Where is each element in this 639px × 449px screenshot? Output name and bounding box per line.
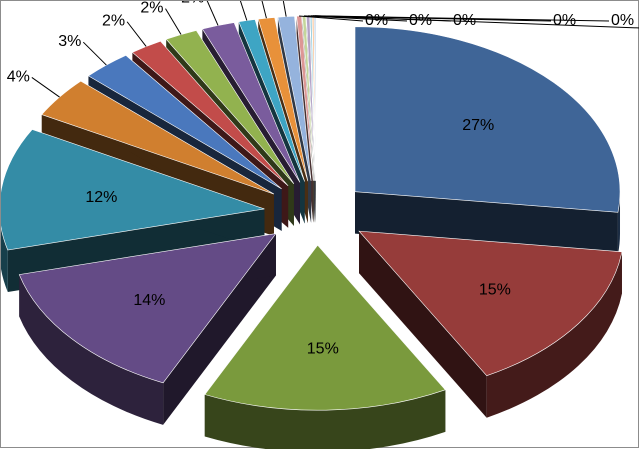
leader-line-9	[165, 9, 181, 35]
slice-label-6: 4%	[7, 68, 30, 85]
slice-label-10: 2%	[181, 1, 204, 7]
slice-label-15: 0%	[409, 12, 432, 29]
slice-label-2: 15%	[479, 282, 511, 299]
slice-label-9: 2%	[140, 1, 163, 17]
slice-label-5: 12%	[85, 189, 117, 206]
leader-line-11	[238, 1, 247, 21]
leader-line-13	[281, 1, 286, 17]
leader-line-8	[127, 22, 146, 47]
leader-line-12	[259, 1, 266, 18]
slice-label-4: 14%	[133, 292, 165, 309]
slice-label-18: 0%	[611, 12, 634, 29]
slice-label-8: 2%	[102, 13, 125, 30]
slice-label-14: 0%	[365, 12, 388, 29]
leader-line-7	[83, 42, 106, 65]
slice-label-17: 0%	[553, 12, 576, 29]
leader-line-10	[206, 1, 218, 25]
slice-label-1: 27%	[462, 117, 494, 134]
slice-label-16: 0%	[453, 12, 476, 29]
slice-label-7: 3%	[58, 33, 81, 50]
leader-line-6	[32, 77, 60, 97]
slice-label-3: 15%	[307, 340, 339, 357]
